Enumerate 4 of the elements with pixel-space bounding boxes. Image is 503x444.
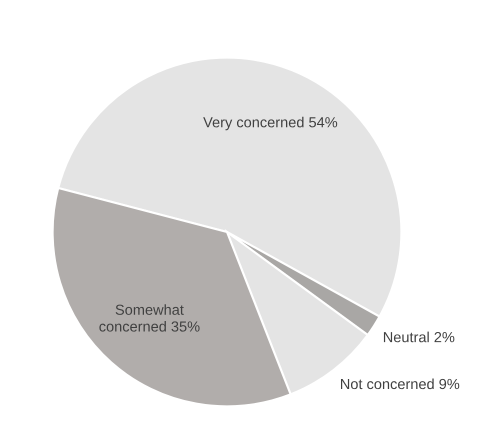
slice-label: Somewhat concerned 35% <box>99 304 200 332</box>
slice-label: Not concerned 9% <box>340 378 460 390</box>
slice-label: Very concerned 54% <box>203 116 338 130</box>
slice-label: Neutral 2% <box>384 332 454 342</box>
